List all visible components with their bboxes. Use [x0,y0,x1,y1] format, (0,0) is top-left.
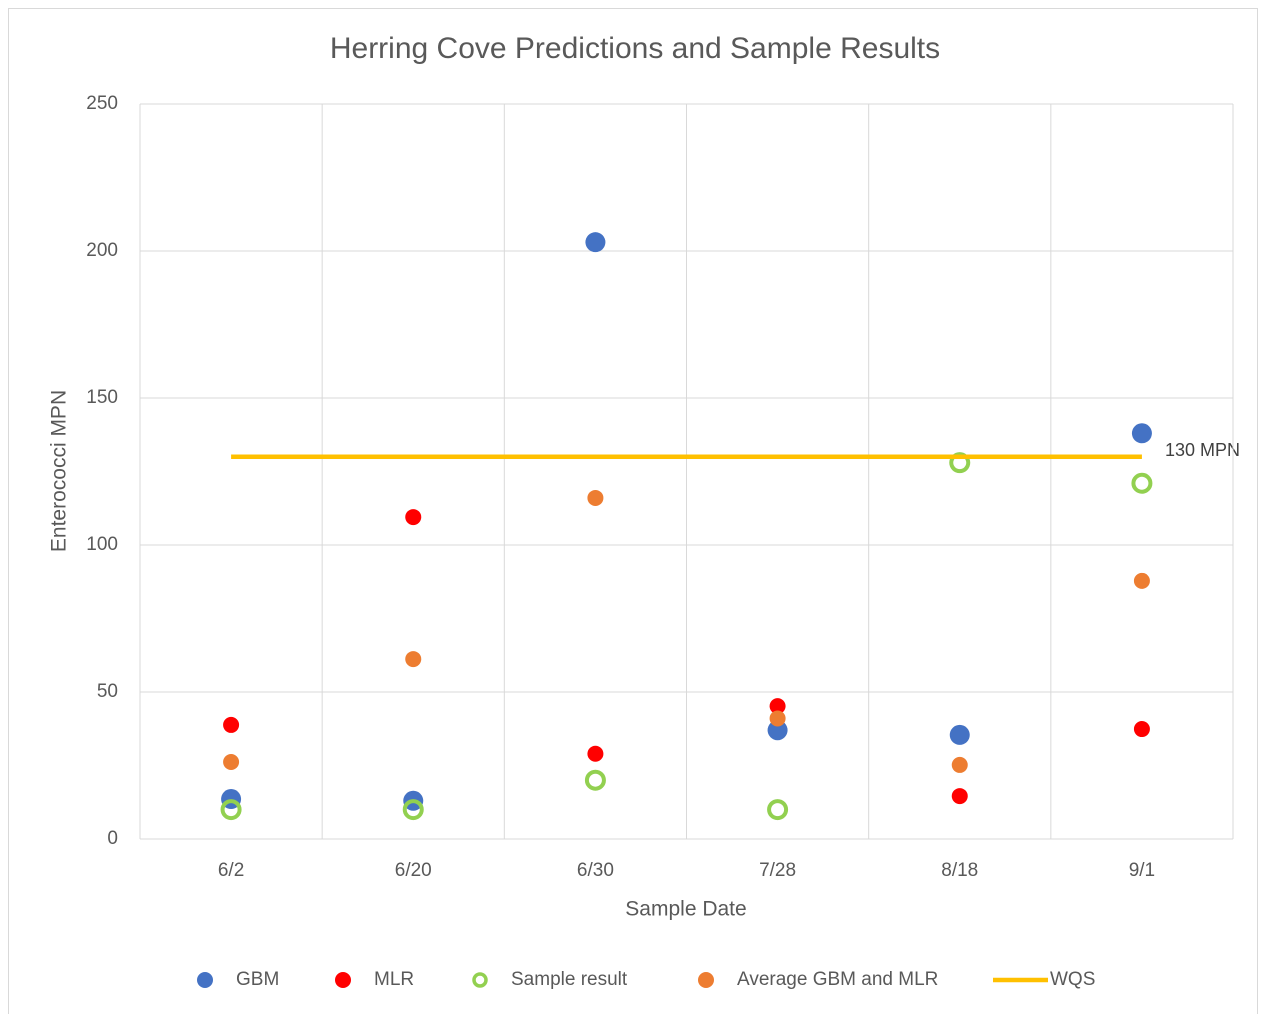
point [405,509,422,526]
point [587,489,604,506]
point [1133,572,1150,589]
point [767,720,788,741]
legend-label: MLR [374,969,414,990]
x-tick-label: 6/20 [395,860,432,881]
point [769,698,786,715]
point [220,799,242,821]
y-tick-label: 200 [86,240,118,261]
y-tick-label: 100 [86,534,118,555]
point [405,651,422,668]
legend-swatch [335,972,351,988]
x-tick-label: 7/28 [759,860,796,881]
x-tick-label: 8/18 [941,860,978,881]
chart-title: Herring Cove Predictions and Sample Resu… [330,32,940,65]
point [402,799,424,821]
point [951,756,968,773]
point [587,745,604,762]
legend-label: Average GBM and MLR [737,969,938,990]
x-tick-label: 6/2 [218,860,244,881]
point [223,716,240,733]
point [584,769,606,791]
legend-swatch [472,972,488,988]
point [1133,721,1150,738]
legend-label: WQS [1050,969,1095,990]
chart-border [8,8,1258,1019]
point [585,232,606,253]
annotation: 130 MPN [1165,440,1240,460]
point [1131,472,1153,494]
point [951,788,968,805]
legend-label: GBM [236,969,279,990]
y-tick-label: 50 [97,681,118,702]
x-axis-label: Sample Date [625,898,746,921]
legend-label: Sample result [511,969,628,990]
point [223,753,240,770]
x-tick-label: 6/30 [577,860,614,881]
legend-swatch [698,972,714,988]
y-tick-label: 150 [86,387,118,408]
point [949,724,970,745]
legend-swatch [197,972,213,988]
point [949,452,971,474]
point [1131,423,1152,444]
y-axis-label: Enterococci MPN [48,390,71,552]
point [769,710,786,727]
x-tick-label: 9/1 [1129,860,1155,881]
y-tick-label: 0 [107,828,118,849]
point [767,799,789,821]
y-tick-label: 250 [86,93,118,114]
